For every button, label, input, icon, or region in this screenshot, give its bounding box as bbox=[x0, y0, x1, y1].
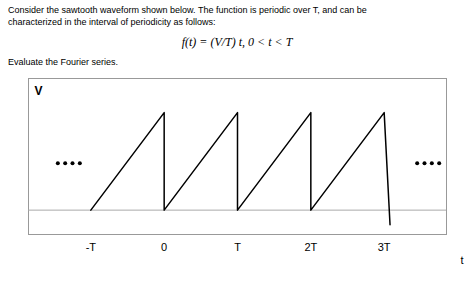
html-text:characterized in the interval: characterized in the interval of periodi… bbox=[8, 17, 216, 27]
svg-text:0: 0 bbox=[161, 241, 167, 253]
svg-text:V: V bbox=[35, 84, 43, 98]
html-text:Evaluate the Fourier series.: Evaluate the Fourier series. bbox=[8, 57, 119, 67]
svg-text:3T: 3T bbox=[378, 241, 391, 253]
html-text:Consider the sawtooth waveform: Consider the sawtooth waveform shown bel… bbox=[8, 5, 367, 15]
svg-text:T: T bbox=[234, 241, 241, 253]
svg-text:2T: 2T bbox=[304, 241, 317, 253]
svg-text:-T: -T bbox=[86, 241, 97, 253]
svg-text:t: t bbox=[460, 254, 463, 266]
html-text:f(t) = (V/T) t, 0 < t < T: f(t) = (V/T) t, 0 < t < T bbox=[181, 35, 293, 49]
